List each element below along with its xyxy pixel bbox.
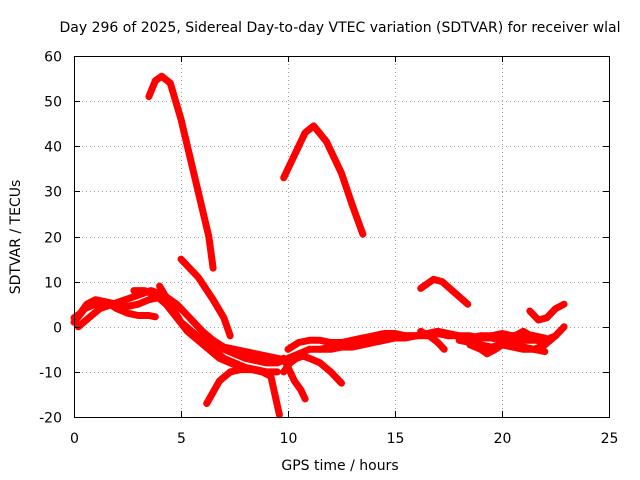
- data-series: [70, 72, 568, 419]
- series-arc-14: [280, 352, 345, 387]
- axis-ticks: 0 5 10 15 20 25 -20 -10 0 10 20 30 40 50 60: [39, 50, 618, 448]
- series-arc-11: [203, 366, 283, 419]
- y-tick-label: 60: [44, 50, 62, 66]
- series-arc-2: [280, 122, 367, 238]
- y-tick-label: 0: [53, 321, 62, 337]
- x-tick-label: 20: [494, 431, 512, 447]
- chart-title: Day 296 of 2025, Sidereal Day-to-day VTE…: [59, 20, 620, 36]
- y-tick-label: -20: [39, 411, 62, 427]
- series-arc-12: [198, 332, 292, 365]
- series-arc-1: [145, 72, 217, 272]
- y-tick-label: 30: [44, 185, 62, 201]
- grid: [74, 56, 609, 417]
- x-axis-title: GPS time / hours: [281, 458, 398, 474]
- series-arc-15: [280, 354, 309, 403]
- x-tick-label: 0: [70, 431, 79, 447]
- series-arc-3: [177, 255, 234, 340]
- x-tick-label: 25: [601, 431, 619, 447]
- series-arc-24: [498, 323, 568, 353]
- series-arc-4: [417, 275, 472, 308]
- y-tick-label: 20: [44, 231, 62, 247]
- series-arc-20: [417, 327, 448, 353]
- x-tick-label: 5: [177, 431, 186, 447]
- series-arc-17: [316, 334, 399, 353]
- x-tick-label: 15: [387, 431, 405, 447]
- y-tick-label: 10: [44, 276, 62, 292]
- x-tick-label: 10: [280, 431, 298, 447]
- y-tick-label: -10: [39, 366, 62, 382]
- y-tick-label: 40: [44, 140, 62, 156]
- y-tick-label: 50: [44, 95, 62, 111]
- y-axis-title: SDTVAR / TECUs: [8, 180, 24, 295]
- series-arc-5: [526, 300, 568, 324]
- series-arc-23: [477, 327, 549, 349]
